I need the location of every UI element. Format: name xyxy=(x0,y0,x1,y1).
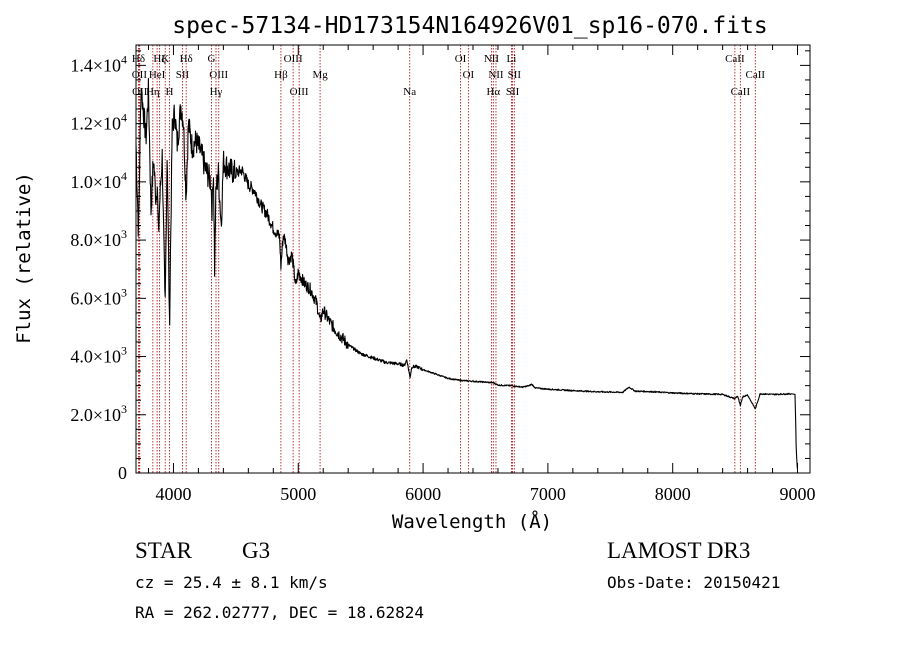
spectrum-line xyxy=(135,77,798,469)
survey-name: LAMOST DR3 xyxy=(607,538,751,563)
chart-title: spec-57134-HD173154N164926V01_sp16-070.f… xyxy=(172,13,767,39)
line-label: OIII xyxy=(284,53,303,65)
y-tick-label: 1.2×104 xyxy=(70,111,127,134)
line-markers xyxy=(138,45,756,473)
x-tick-label: 4000 xyxy=(155,484,191,504)
line-label: Hγ xyxy=(210,86,223,98)
line-label: OII xyxy=(132,69,148,81)
object-class: STAR xyxy=(135,538,192,563)
line-label: SII xyxy=(506,86,520,98)
line-label: Hη xyxy=(146,86,160,98)
line-label: NII xyxy=(484,53,500,65)
line-label: SII xyxy=(176,69,190,81)
line-label: H xyxy=(165,86,173,98)
line-label: SII xyxy=(508,69,522,81)
line-label: OIII xyxy=(290,86,309,98)
y-tick-label: 1.4×104 xyxy=(70,52,127,75)
plot-frame xyxy=(135,44,811,474)
line-label: OIII xyxy=(209,69,228,81)
obs-date: Obs-Date: 20150421 xyxy=(607,573,781,592)
line-label: Hζ xyxy=(153,53,166,65)
line-label: OI xyxy=(463,69,475,81)
x-axis: 4000 5000 6000 7000 8000 9000 xyxy=(147,45,816,504)
y-tick-label: 6.0×103 xyxy=(70,285,127,308)
line-label: Hα xyxy=(486,86,500,98)
coordinates: RA = 262.02777, DEC = 18.62824 xyxy=(135,603,424,622)
y-tick-label: 0 xyxy=(118,463,127,483)
line-label: CaII xyxy=(725,53,745,65)
line-label: K xyxy=(161,53,169,65)
line-label: Mg xyxy=(312,69,328,81)
line-label: Li xyxy=(507,53,517,65)
line-label: CaII xyxy=(731,86,751,98)
y-tick-label: 2.0×103 xyxy=(70,402,127,425)
y-tick-label: 1.0×104 xyxy=(70,169,127,192)
line-label: HeI xyxy=(149,69,166,81)
line-label: NII xyxy=(488,69,504,81)
x-tick-label: 7000 xyxy=(530,484,566,504)
line-label: OI xyxy=(455,53,467,65)
x-tick-label: 9000 xyxy=(780,484,816,504)
line-label: Hδ xyxy=(132,53,145,65)
object-subclass: G3 xyxy=(242,538,271,563)
line-label: Hδ xyxy=(180,53,193,65)
line-label: Hβ xyxy=(274,69,288,81)
line-label: CaII xyxy=(746,69,766,81)
x-tick-label: 5000 xyxy=(280,484,316,504)
y-tick-label: 4.0×103 xyxy=(70,344,127,367)
x-tick-label: 8000 xyxy=(655,484,691,504)
redshift-line: cz = 25.4 ± 8.1 km/s xyxy=(135,573,328,592)
line-label: G xyxy=(208,53,216,65)
x-tick-label: 6000 xyxy=(405,484,441,504)
y-axis: 0 2.0×103 4.0×103 6.0×103 8.0×103 1.0×104 1.2×… xyxy=(70,50,810,483)
x-axis-label: Wavelength (Å) xyxy=(392,510,552,533)
y-axis-label: Flux (relative) xyxy=(13,172,35,344)
line-label: Na xyxy=(403,86,416,98)
y-tick-label: 8.0×103 xyxy=(70,227,127,250)
line-annotations: HδOIIOIIHζHeIHηKSIIHHδOIIIHγGHβOIIIOIIIM… xyxy=(132,53,766,98)
